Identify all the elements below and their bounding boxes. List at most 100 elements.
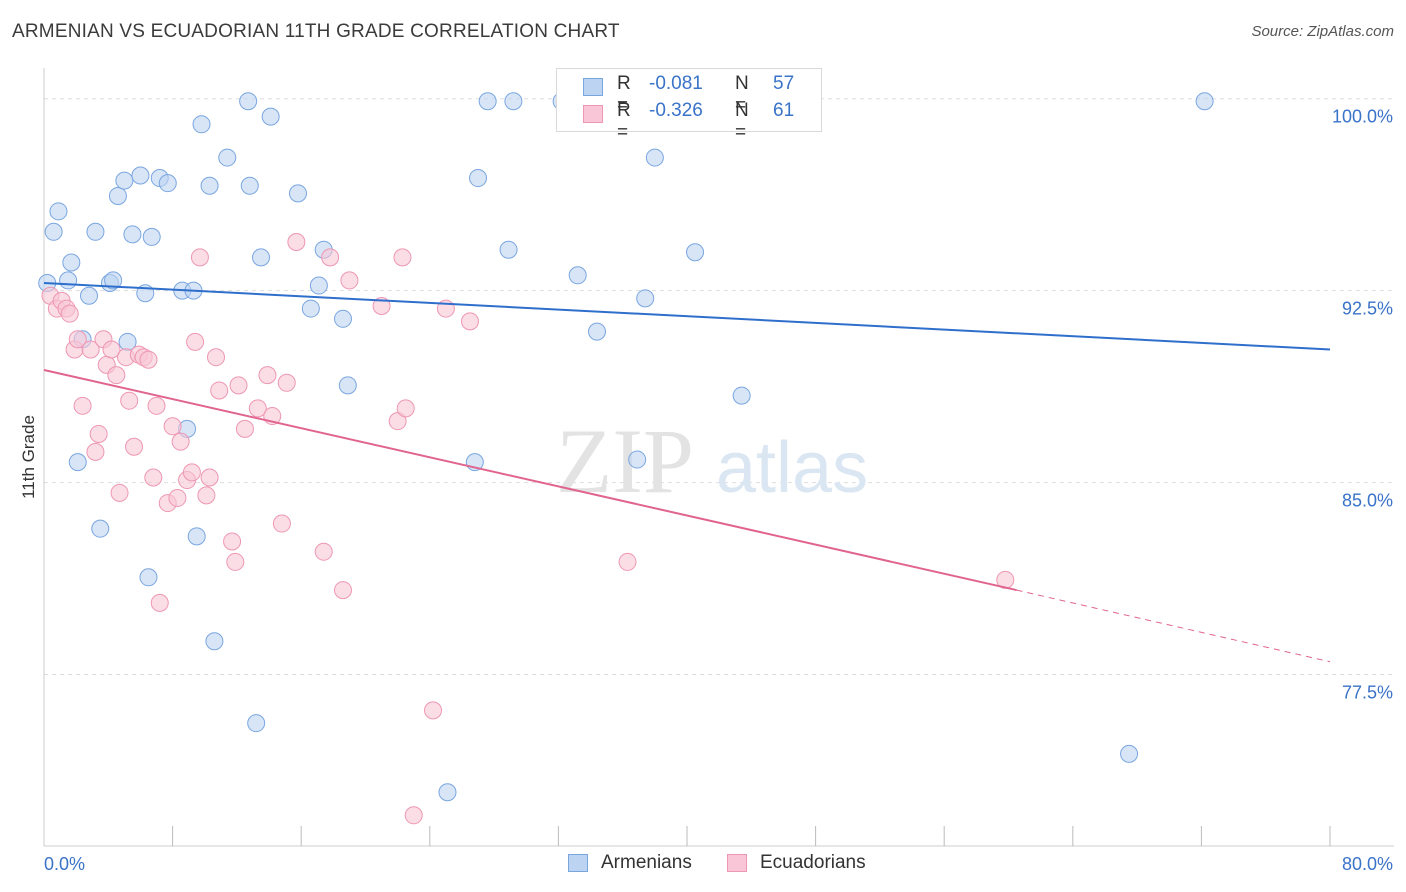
armenian-points xyxy=(38,92,1214,802)
armenian-point xyxy=(333,309,352,328)
armenian-point xyxy=(261,107,280,126)
watermark-atlas: atlas xyxy=(716,428,868,508)
armenian-point xyxy=(44,222,63,241)
x-tick-label: 0.0% xyxy=(44,854,85,874)
armenian-point xyxy=(1195,92,1214,111)
stats-legend: R = -0.081 N = 57 R = -0.326 N = 61 xyxy=(556,68,822,143)
armenian-point xyxy=(301,299,320,318)
armenian-point xyxy=(200,176,219,195)
series-legend: Armenians Ecuadorians xyxy=(0,852,1406,878)
ecuadorian-point xyxy=(139,350,158,369)
y-axis-label: 11th Grade xyxy=(19,415,38,499)
armenian-point xyxy=(139,568,158,587)
ecuadorian-trend-line xyxy=(43,369,1017,592)
ecuadorian-point xyxy=(207,348,226,367)
y-tick-label: 85.0% xyxy=(1342,491,1393,511)
legend-r-value: -0.326 xyxy=(649,100,703,121)
ecuadorian-point xyxy=(333,581,352,600)
ecuadorian-point xyxy=(81,340,100,359)
legend-r-label: R = xyxy=(617,100,631,143)
armenian-swatch xyxy=(583,78,603,96)
legend-n-label: N = xyxy=(735,73,749,116)
armenian-point xyxy=(469,169,488,188)
armenian-legend-swatch xyxy=(568,854,588,872)
armenian-point xyxy=(62,253,81,272)
armenian-point xyxy=(68,453,87,472)
armenian-point xyxy=(59,271,78,290)
watermark-zip: ZIP xyxy=(556,410,694,512)
y-tick-label: 92.5% xyxy=(1342,299,1393,319)
legend-n-label: N = xyxy=(735,100,749,143)
armenian-point xyxy=(587,322,606,341)
ecuadorian-point xyxy=(314,542,333,561)
armenian-point xyxy=(205,632,224,651)
ecuadorian-point xyxy=(144,468,163,487)
armenian-point xyxy=(504,92,523,111)
armenian-point xyxy=(252,248,271,267)
y-tick-label: 100.0% xyxy=(1332,107,1393,127)
ecuadorian-point xyxy=(107,366,126,385)
ecuadorian-point xyxy=(226,552,245,571)
armenian-point xyxy=(1120,744,1139,763)
armenian-point xyxy=(247,714,266,733)
ecuadorian-point xyxy=(102,340,121,359)
ecuadorian-point xyxy=(287,233,306,252)
ecuadorian-point xyxy=(197,486,216,505)
armenian-point xyxy=(438,783,457,802)
armenian-point xyxy=(86,222,105,241)
armenian-point xyxy=(239,92,258,111)
armenian-point xyxy=(192,115,211,134)
armenian-point xyxy=(309,276,328,295)
axis-layer xyxy=(43,68,1394,847)
ecuadorian-point xyxy=(110,483,129,502)
ecuadorian-points xyxy=(41,233,1015,825)
armenian-point xyxy=(49,202,68,221)
ecuadorian-point xyxy=(200,468,219,487)
ecuadorian-point xyxy=(86,442,105,461)
ecuadorian-point xyxy=(248,399,267,418)
armenian-point xyxy=(187,527,206,546)
ecuadorian-point xyxy=(404,806,423,825)
ecuadorian-point xyxy=(340,271,359,290)
ecuadorian-point xyxy=(396,399,415,418)
y-tick-label: 77.5% xyxy=(1342,683,1393,703)
trend-layer xyxy=(43,281,1331,663)
ecuadorian-point xyxy=(210,381,229,400)
ecuadorian-point xyxy=(190,248,209,267)
armenian-point xyxy=(131,166,150,185)
ecuadorian-point xyxy=(68,330,87,349)
ecuadorian-point xyxy=(147,396,166,415)
ecuadorian-point xyxy=(235,419,254,438)
armenian-point xyxy=(645,148,664,167)
ecuadorian-legend-label: Ecuadorians xyxy=(760,852,866,873)
armenian-point xyxy=(628,450,647,469)
ecuadorian-point xyxy=(168,488,187,507)
armenian-legend-label: Armenians xyxy=(601,852,692,873)
legend-n-value: 57 xyxy=(773,73,795,94)
armenian-point xyxy=(240,176,259,195)
armenian-point xyxy=(568,266,587,285)
armenian-point xyxy=(91,519,110,538)
armenian-point xyxy=(108,186,127,205)
ecuadorian-point xyxy=(163,417,182,436)
ecuadorian-point xyxy=(372,297,391,316)
x-tick-label: 80.0% xyxy=(1342,854,1393,874)
ecuadorian-point xyxy=(229,376,248,395)
ecuadorian-point xyxy=(171,432,190,451)
armenian-point xyxy=(732,386,751,405)
armenian-point xyxy=(104,271,123,290)
ecuadorian-point xyxy=(618,552,637,571)
ecuadorian-point xyxy=(277,373,296,392)
ecuadorian-point xyxy=(73,396,92,415)
armenian-point xyxy=(636,289,655,308)
ecuadorian-trend-extension xyxy=(1016,589,1331,663)
armenian-point xyxy=(80,286,99,305)
ecuadorian-point xyxy=(125,437,144,456)
ecuadorian-point xyxy=(272,514,291,533)
ecuadorian-point xyxy=(258,366,277,385)
ecuadorian-point xyxy=(120,391,139,410)
ecuadorian-point xyxy=(150,593,169,612)
ecuadorian-swatch xyxy=(583,105,603,123)
legend-n-value: 61 xyxy=(773,100,795,121)
